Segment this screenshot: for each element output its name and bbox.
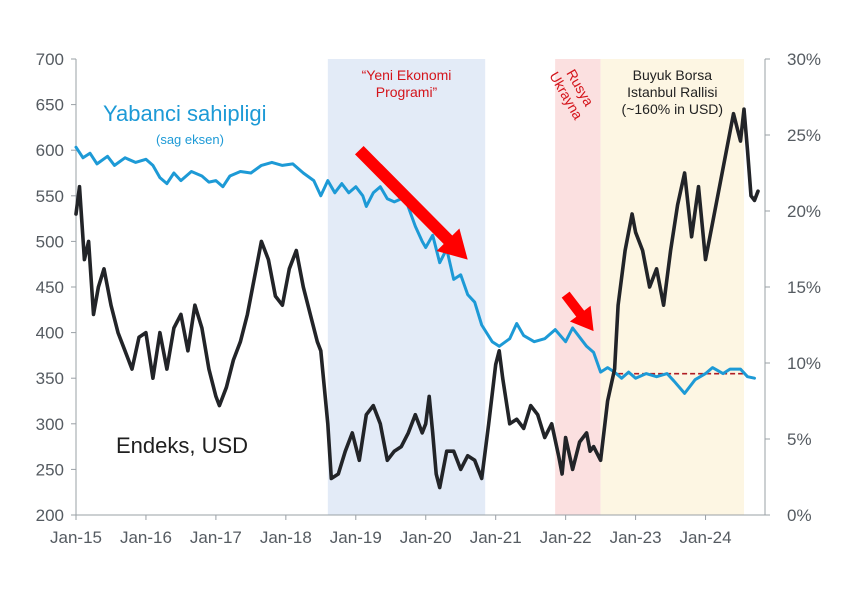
x-tick-labels: Jan-15 Jan-16 Jan-17 Jan-18 Jan-19 Jan-20 Jan-… (50, 515, 732, 547)
bands-layer (327, 59, 745, 515)
band-label-line: (~160% in USD) (622, 101, 724, 117)
y-right-tick-label: 20% (787, 202, 821, 221)
x-tick-label: Jan-16 (120, 528, 172, 547)
series-line-index-usd (74, 107, 760, 490)
band-label-line: Programi” (376, 84, 438, 100)
x-tick-label: Jan-24 (680, 528, 732, 547)
x-tick-label: Jan-22 (540, 528, 592, 547)
y-left-tick-label: 300 (36, 415, 64, 434)
y-left-tick-label: 200 (36, 506, 64, 525)
x-tick-label: Jan-23 (610, 528, 662, 547)
arrow-2 (561, 291, 594, 332)
y-right-tick-label: 25% (787, 126, 821, 145)
band-label-yeni-ekonomi: “Yeni Ekonomi Programi” (362, 67, 452, 100)
band-label-line: Buyuk Borsa (633, 67, 713, 83)
band-label-line: Istanbul Rallisi (627, 84, 717, 100)
band-yeni-ekonomi (327, 59, 486, 515)
series-label-foreign-ownership: Yabanci sahipligi (103, 101, 266, 126)
x-tick-label: Jan-21 (470, 528, 522, 547)
band-label-line: “Yeni Ekonomi (362, 67, 452, 83)
y-right-tick-label: 10% (787, 354, 821, 373)
series-lines-layer (74, 107, 760, 490)
series-label-index-usd: Endeks, USD (116, 433, 248, 458)
x-tick-label: Jan-18 (260, 528, 312, 547)
y-left-tick-label: 500 (36, 232, 64, 251)
band-rusya-ukrayna (555, 59, 601, 515)
y-left-tick-label: 700 (36, 50, 64, 69)
x-tick-label: Jan-17 (190, 528, 242, 547)
y-left-tick-label: 600 (36, 141, 64, 160)
band-label-borsa-rallisi: Buyuk Borsa Istanbul Rallisi (~160% in USD… (622, 67, 724, 117)
y-right-tick-label: 15% (787, 278, 821, 297)
y-left-tick-labels: 200 250 300 350 400 450 500 550 600 650 700 (36, 50, 76, 525)
x-tick-label: Jan-19 (330, 528, 382, 547)
series-sublabel-foreign-ownership: (sag eksen) (156, 132, 224, 147)
y-left-tick-label: 400 (36, 324, 64, 343)
band-borsa-rallisi (600, 59, 745, 515)
series-line-foreign-ownership (74, 145, 756, 395)
arrows-layer (355, 146, 594, 332)
y-left-tick-label: 650 (36, 96, 64, 115)
y-right-tick-label: 5% (787, 430, 812, 449)
arrow-1 (355, 146, 468, 260)
y-left-tick-label: 350 (36, 369, 64, 388)
x-tick-label: Jan-20 (400, 528, 452, 547)
y-left-tick-label: 450 (36, 278, 64, 297)
y-right-tick-label: 30% (787, 50, 821, 69)
x-tick-label: Jan-15 (50, 528, 102, 547)
y-left-tick-label: 250 (36, 460, 64, 479)
y-right-tick-labels: 0% 5% 10% 15% 20% 25% 30% (765, 50, 821, 525)
y-right-tick-label: 0% (787, 506, 812, 525)
y-left-tick-label: 550 (36, 187, 64, 206)
